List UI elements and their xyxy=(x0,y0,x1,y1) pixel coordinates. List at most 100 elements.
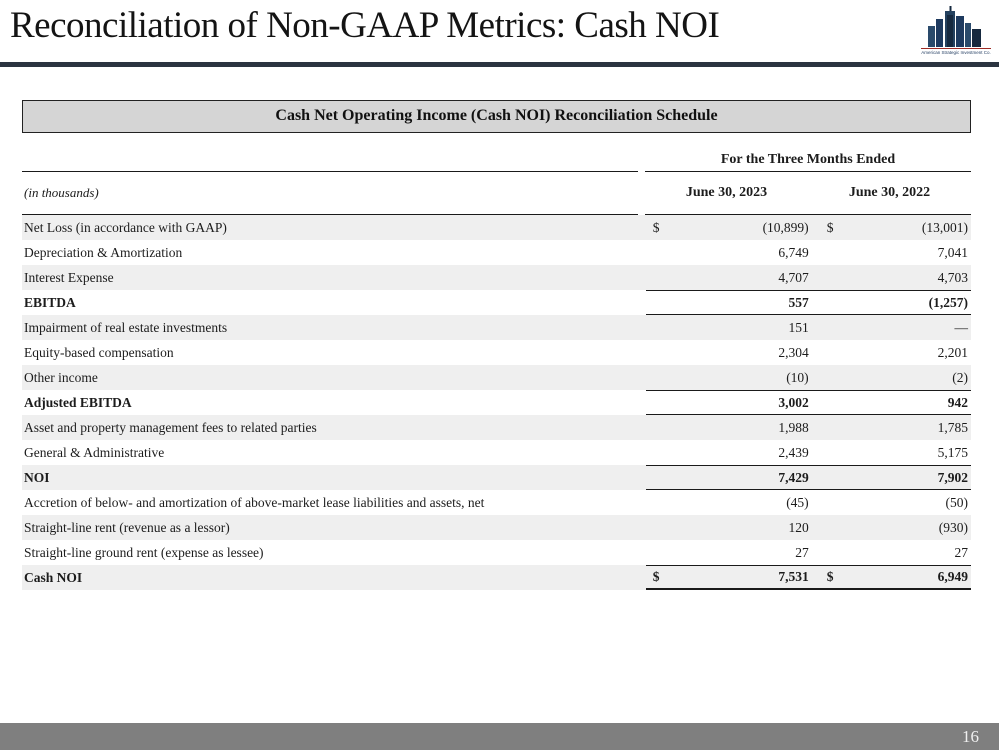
amount: 942 xyxy=(947,394,968,410)
row-values: 120 (930) xyxy=(646,515,971,540)
row-values: (45) (50) xyxy=(646,490,971,515)
value-2023: 1,988 xyxy=(646,420,808,436)
table-row: Net Loss (in accordance with GAAP) $ (10,8… xyxy=(22,215,971,240)
row-label: Accretion of below- and amortization of … xyxy=(24,494,485,510)
value-2022: $ (13,001) xyxy=(809,220,971,236)
amount: (10) xyxy=(786,369,809,385)
table-row: Impairment of real estate investments 151… xyxy=(22,315,971,340)
value-2022: 5,175 xyxy=(809,445,971,461)
value-2022: $6,949 xyxy=(809,569,971,585)
value-2022: — xyxy=(809,320,971,336)
row-label: Adjusted EBITDA xyxy=(24,394,132,410)
value-2023: (10) xyxy=(646,370,809,386)
row-values: 151 — xyxy=(646,315,971,340)
row-label: Straight-line ground rent (expense as le… xyxy=(24,544,264,560)
row-label: Depreciation & Amortization xyxy=(24,244,183,260)
amount: (13,001) xyxy=(921,219,968,235)
amount: 2,304 xyxy=(778,344,809,360)
amount: 4,707 xyxy=(778,269,809,285)
row-label: Impairment of real estate investments xyxy=(24,319,228,335)
row-values: $ (10,899) $ (13,001) xyxy=(646,215,971,240)
amount: (10,899) xyxy=(762,219,809,235)
company-logo: American Strategic Investment Co. xyxy=(921,6,991,55)
amount: 120 xyxy=(788,519,809,535)
row-label: Equity-based compensation xyxy=(24,344,174,360)
row-values: (10) (2) xyxy=(646,365,971,390)
row-label: General & Administrative xyxy=(24,444,165,460)
date-column-headers: June 30, 2023 June 30, 2022 xyxy=(645,172,971,215)
row-values: 557 (1,257) xyxy=(645,290,971,315)
row-values: 4,707 4,703 xyxy=(646,265,971,290)
table-row: EBITDA 557 (1,257) xyxy=(22,290,971,315)
value-2023: 2,439 xyxy=(646,444,809,461)
units-label: (in thousands) xyxy=(22,172,638,215)
amount: 3,002 xyxy=(778,394,809,410)
row-values: 7,429 7,902 xyxy=(645,465,971,490)
value-2022: 7,902 xyxy=(809,470,971,486)
row-label: Net Loss (in accordance with GAAP) xyxy=(24,219,227,235)
row-label: EBITDA xyxy=(24,294,76,310)
column-header-row: (in thousands) June 30, 2023 June 30, 20… xyxy=(22,172,971,215)
value-2023: 27 xyxy=(646,545,809,561)
table-row: Asset and property management fees to re… xyxy=(22,415,971,440)
amount: 27 xyxy=(954,544,969,560)
amount: 5,175 xyxy=(937,444,968,460)
value-2022: 2,201 xyxy=(809,345,971,361)
row-values: 2,304 2,201 xyxy=(646,340,971,365)
row-label: Asset and property management fees to re… xyxy=(24,419,317,435)
amount: 6,949 xyxy=(937,569,968,584)
value-2023: 7,429 xyxy=(646,470,808,486)
reconciliation-table: Cash Net Operating Income (Cash NOI) Rec… xyxy=(22,100,971,590)
value-2023: $ (10,899) xyxy=(646,220,809,236)
value-2022: (2) xyxy=(809,370,971,386)
row-label: NOI xyxy=(24,469,50,485)
amount: 557 xyxy=(788,294,809,310)
value-2022: 4,703 xyxy=(809,270,971,286)
amount: 151 xyxy=(788,319,809,335)
amount: (1,257) xyxy=(928,294,968,310)
amount: (2) xyxy=(952,369,968,385)
row-values: $7,531 $6,949 xyxy=(645,565,971,590)
page-title: Reconciliation of Non-GAAP Metrics: Cash… xyxy=(10,5,720,46)
value-2023: $7,531 xyxy=(646,569,809,585)
table-body: Net Loss (in accordance with GAAP) $ (10,8… xyxy=(22,215,971,590)
table-row: Interest Expense 4,707 4,703 xyxy=(22,265,971,290)
amount: (930) xyxy=(938,519,968,535)
amount: — xyxy=(954,319,969,335)
value-2023: 151 xyxy=(646,319,809,336)
value-2023: 4,707 xyxy=(646,269,809,286)
row-values: 6,749 7,041 xyxy=(646,240,971,265)
amount: 2,439 xyxy=(778,444,809,460)
table-row: NOI 7,429 7,902 xyxy=(22,465,971,490)
period-header-row: For the Three Months Ended xyxy=(22,152,971,172)
value-2022: 27 xyxy=(809,545,971,561)
table-row: Straight-line rent (revenue as a lessor)… xyxy=(22,515,971,540)
amount: 6,749 xyxy=(778,244,809,260)
slide-header: Reconciliation of Non-GAAP Metrics: Cash… xyxy=(0,0,999,62)
amount: 7,531 xyxy=(778,569,809,584)
value-2023: 2,304 xyxy=(646,344,809,361)
value-2022: 1,785 xyxy=(809,420,971,436)
logo-caption: American Strategic Investment Co. xyxy=(921,48,991,55)
amount: 2,201 xyxy=(937,344,968,360)
dollar-sign: $ xyxy=(826,219,834,235)
row-label: Cash NOI xyxy=(24,569,83,585)
value-2022: 942 xyxy=(809,395,971,411)
amount: 4,703 xyxy=(937,269,968,285)
table-row: Cash NOI $7,531 $6,949 xyxy=(22,565,971,590)
label-column-spacer xyxy=(22,152,638,172)
row-values: 1,988 1,785 xyxy=(646,415,971,440)
amount: (45) xyxy=(786,494,809,510)
amount: 27 xyxy=(795,544,809,560)
row-label: Straight-line rent (revenue as a lessor) xyxy=(24,519,230,535)
dollar-sign: $ xyxy=(652,219,660,235)
value-2023: 6,749 xyxy=(646,244,809,261)
table-row: General & Administrative 2,439 5,175 xyxy=(22,440,971,465)
value-2022: 7,041 xyxy=(809,245,971,261)
footer-bar: 16 xyxy=(0,723,999,750)
row-values: 2,439 5,175 xyxy=(646,440,971,465)
table-row: Other income (10) (2) xyxy=(22,365,971,390)
value-2023: 120 xyxy=(646,519,809,536)
table-row: Equity-based compensation 2,304 2,201 xyxy=(22,340,971,365)
